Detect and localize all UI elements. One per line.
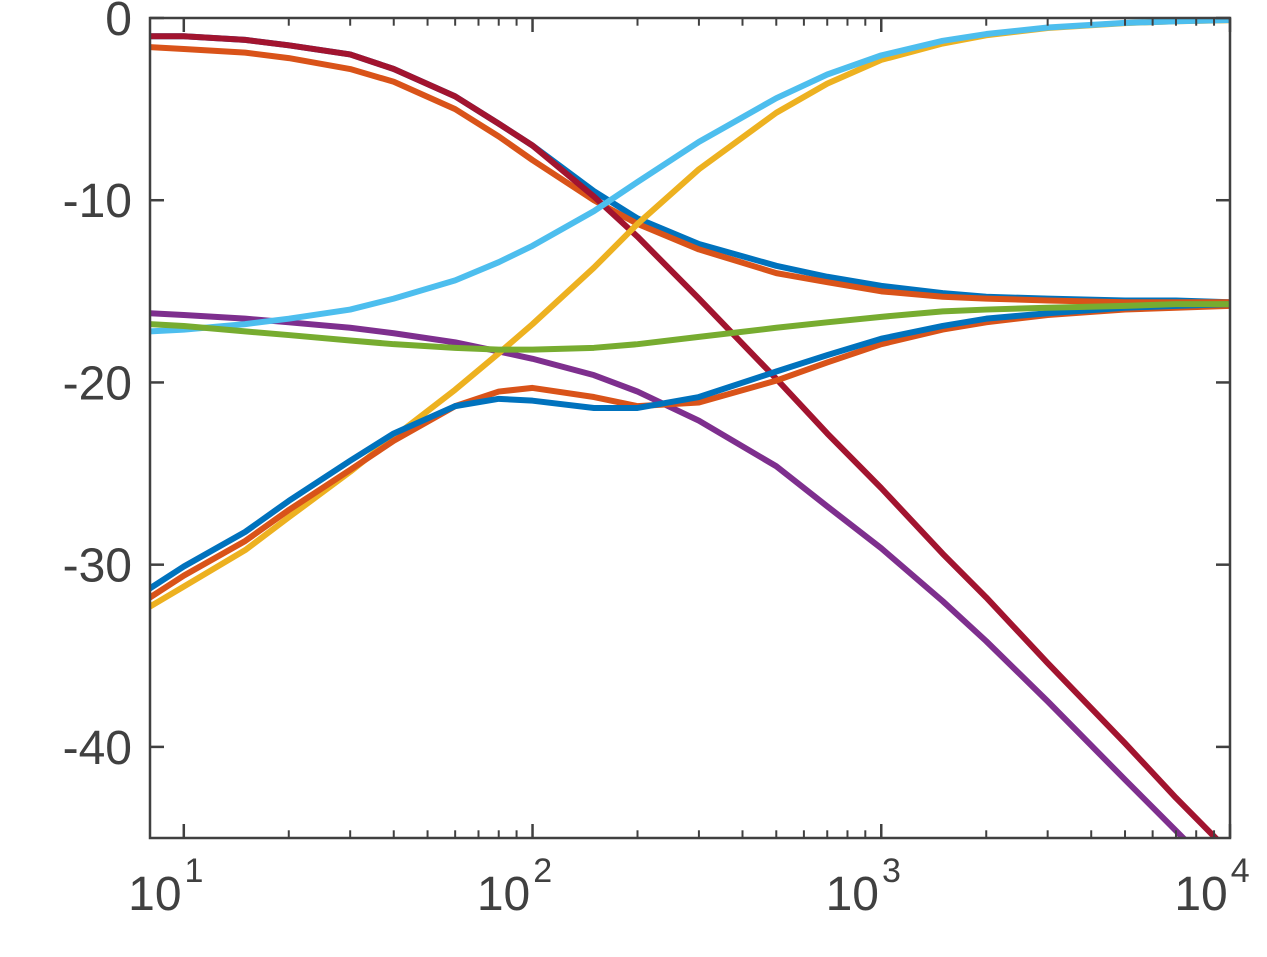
bode-chart: 101 102 103 104 0 -10 -20 -30 -40 (0, 0, 1267, 957)
y-tick-label: 0 (105, 0, 132, 46)
x-tick-label: 102 (477, 852, 552, 921)
x-tick-label: 104 (1174, 852, 1249, 921)
y-tick-label: -10 (63, 175, 132, 228)
chart-container: 101 102 103 104 0 -10 -20 -30 -40 (0, 0, 1267, 957)
plot-area (150, 18, 1230, 838)
x-tick-label: 103 (826, 852, 901, 921)
y-tick-label: -30 (63, 540, 132, 593)
y-tick-label: -20 (63, 357, 132, 410)
y-tick-label: -40 (63, 722, 132, 775)
x-tick-label: 101 (128, 852, 203, 921)
